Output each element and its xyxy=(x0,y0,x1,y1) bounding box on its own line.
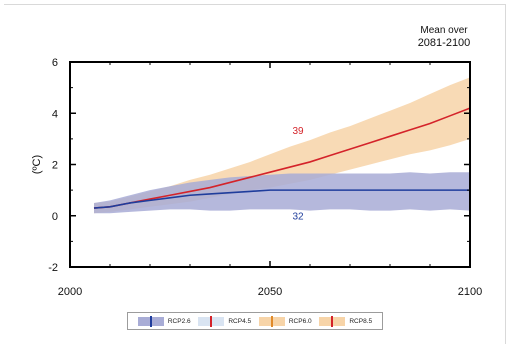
x-tick-label: 2050 xyxy=(258,286,282,298)
legend-swatch xyxy=(137,315,164,327)
y-axis-label: (ºC) xyxy=(31,155,43,174)
legend-swatch xyxy=(258,315,285,327)
mean-over-line-2: 2081-2100 xyxy=(417,37,471,49)
legend-item-rcp85: RCP8.5 xyxy=(319,315,373,327)
legend-swatch-tick xyxy=(149,315,152,327)
x-tick-label: 2100 xyxy=(458,286,482,298)
y-tick-label: 4 xyxy=(52,108,58,120)
legend-label: RCP6.0 xyxy=(288,317,312,325)
chart-frame xyxy=(4,4,506,344)
model-count-label-rcp26: 32 xyxy=(292,212,304,223)
legend-item-rcp60: RCP6.0 xyxy=(258,315,312,327)
legend-swatch xyxy=(198,315,225,327)
y-tick-label: 6 xyxy=(52,57,58,69)
series-line-rcp26 xyxy=(93,189,470,209)
legend-swatch-tick xyxy=(270,315,273,327)
legend-item-rcp26: RCP2.6 xyxy=(137,315,191,327)
legend-label: RCP4.5 xyxy=(228,317,252,325)
model-count-label-rcp85: 39 xyxy=(292,126,304,137)
y-tick-label: 2 xyxy=(52,160,58,172)
series-line-rcp85 xyxy=(93,107,471,209)
y-tick-label: 0 xyxy=(52,211,58,223)
legend-item-rcp45: RCP4.5 xyxy=(198,315,252,327)
legend-label: RCP8.5 xyxy=(349,317,373,325)
legend: RCP2.6 RCP4.5 RCP6.0 RCP8.5 xyxy=(127,312,383,330)
mean-over-line-1: Mean over xyxy=(420,25,468,36)
mean-over-label: Mean over 2081-2100 xyxy=(404,25,484,49)
legend-label: RCP2.6 xyxy=(167,317,191,325)
legend-swatch xyxy=(319,315,346,327)
x-tick-label: 2000 xyxy=(58,286,82,298)
legend-swatch-tick xyxy=(210,315,213,327)
y-tick-label: -2 xyxy=(48,262,58,274)
legend-swatch-tick xyxy=(331,315,334,327)
band-rcp26 xyxy=(94,172,470,214)
